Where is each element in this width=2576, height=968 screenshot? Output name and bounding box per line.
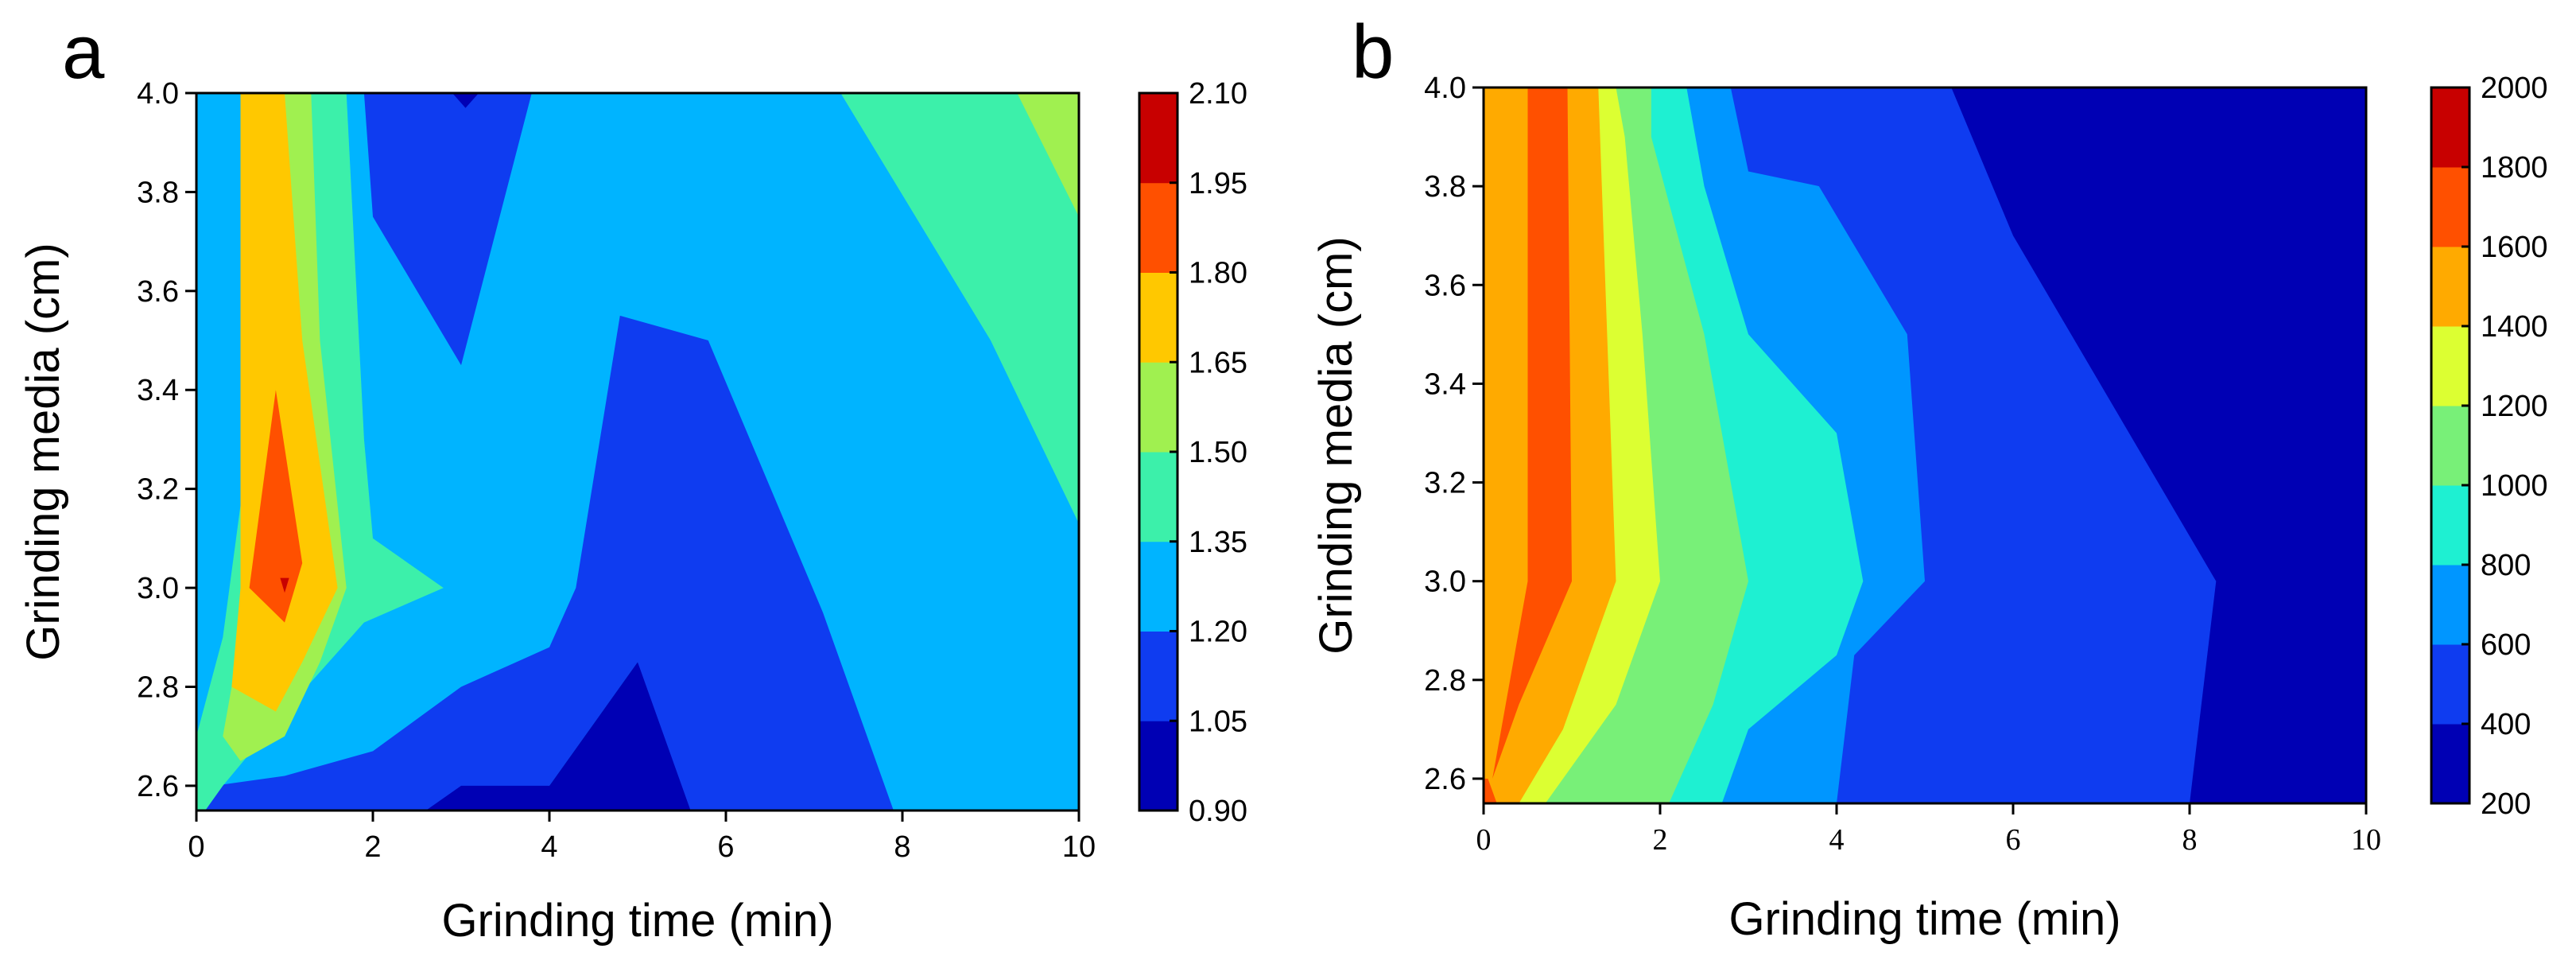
colorbar-swatch (1139, 452, 1177, 542)
colorbar-tick-label: 0.90 (1189, 795, 1247, 828)
colorbar-swatch (1139, 182, 1177, 273)
colorbar-swatch (1139, 721, 1177, 811)
x-tick-label: 10 (1062, 830, 1096, 864)
panel-letter-a: a (62, 10, 105, 95)
plot-area-b (1484, 87, 2366, 803)
colorbar-tick-label: 2.10 (1189, 77, 1247, 111)
x-tick-label: 8 (2182, 823, 2198, 857)
colorbar-swatch (1139, 541, 1177, 632)
colorbar-frame (2430, 86, 2471, 805)
y-axis-label-b: Grinding media (cm) (1310, 236, 1362, 654)
x-tick-label: 2 (364, 830, 381, 864)
x-tick-label: 4 (1829, 823, 1845, 857)
colorbar-tick-label: 2000 (2481, 72, 2548, 105)
y-axis-a: 2.6 2.8 3.0 3.2 3.4 3.6 3.8 4.0 (137, 77, 196, 803)
x-axis-b: 0 2 4 6 8 10 (1476, 803, 2381, 857)
colorbar-tick-label: 400 (2481, 708, 2531, 741)
colorbar-tick-label: 1.80 (1189, 257, 1247, 290)
colorbar-b: 200 400 600 800 1000 1200 1400 1600 1800 2000 (2430, 72, 2548, 821)
contour-region-a-10 (249, 390, 303, 623)
x-tick-label: 4 (541, 830, 557, 864)
x-tick-label: 8 (894, 830, 910, 864)
x-tick-label: 10 (2351, 823, 2381, 857)
colorbar-swatch (2431, 167, 2469, 247)
y-tick-label: 2.6 (137, 770, 179, 803)
y-axis-label-a: Grinding media (cm) (17, 243, 69, 660)
colorbar-tick-label: 200 (2481, 787, 2531, 821)
colorbar-swatch (2431, 485, 2469, 566)
panel-b-contour-chart: b 0 2 4 6 8 10 2.6 2.8 3.0 3.2 3.4 3.6 3.8 4.0 Grind… (1310, 10, 2548, 945)
contour-region-a-5 (840, 93, 1079, 524)
colorbar-tick-label: 1.95 (1189, 167, 1247, 200)
y-tick-label: 3.2 (1424, 467, 1466, 500)
colorbar-tick-label: 1400 (2481, 310, 2548, 344)
colorbar-tick-label: 1200 (2481, 390, 2548, 423)
y-tick-label: 2.8 (137, 671, 179, 704)
y-axis-b: 2.6 2.8 3.0 3.2 3.4 3.6 3.8 4.0 (1424, 72, 1484, 796)
contour-region-a-2 (425, 662, 691, 811)
x-tick-label: 6 (2006, 823, 2021, 857)
colorbar-tick-label: 1.20 (1189, 616, 1247, 649)
x-tick-label: 0 (1476, 823, 1492, 857)
contour-region-a-1 (196, 315, 894, 811)
x-tick-label: 6 (717, 830, 734, 864)
colorbar-tick-label: 1.35 (1189, 526, 1247, 559)
y-tick-label: 3.6 (1424, 269, 1466, 302)
y-tick-label: 3.2 (137, 473, 179, 507)
y-tick-label: 2.6 (1424, 763, 1466, 796)
colorbar-swatch (1139, 93, 1177, 184)
colorbar-swatch (2431, 644, 2469, 725)
colorbar-tick-label: 1.50 (1189, 436, 1247, 469)
plot-area-a (196, 93, 1079, 811)
y-tick-label: 3.8 (1424, 170, 1466, 204)
x-axis-a: 0 2 4 6 8 10 (188, 811, 1096, 864)
contour-region-a-4 (452, 93, 479, 108)
x-tick-label: 0 (188, 830, 204, 864)
y-tick-label: 4.0 (1424, 72, 1466, 105)
x-axis-label-a: Grinding time (min) (441, 895, 833, 947)
x-tick-label: 2 (1653, 823, 1668, 857)
colorbar-tick-label: 1800 (2481, 151, 2548, 185)
colorbar-swatch (2431, 406, 2469, 486)
colorbar-tick-label: 1600 (2481, 231, 2548, 264)
y-tick-label: 2.8 (1424, 664, 1466, 698)
contour-region-a-6 (1017, 93, 1079, 217)
contour-region-b-8 (1484, 779, 1497, 803)
y-tick-label: 4.0 (137, 77, 179, 111)
colorbar-swatch (1139, 631, 1177, 721)
contour-region-b-7 (1492, 87, 1572, 779)
contour-region-a-11 (280, 577, 289, 593)
colorbar-swatch (2431, 247, 2469, 327)
colorbar-swatch (2431, 326, 2469, 406)
y-tick-label: 3.8 (137, 176, 179, 209)
y-tick-label: 3.4 (1424, 367, 1466, 401)
contour-region-a-3 (363, 93, 532, 366)
y-tick-label: 3.0 (137, 572, 179, 605)
colorbar-tick-label: 600 (2481, 628, 2531, 662)
panel-a-contour-chart: a 0 2 4 6 8 10 2.6 2.8 3.0 3.2 3.4 3.6 3.8 4.0 Grind… (17, 10, 1247, 947)
colorbar-a: 0.90 1.05 1.20 1.35 1.50 1.65 1.80 1.95 2.10 (1138, 77, 1247, 828)
panel-letter-b: b (1352, 10, 1394, 95)
colorbar-swatch (2431, 565, 2469, 645)
colorbar-swatch (1139, 272, 1177, 363)
colorbar-tick-label: 1000 (2481, 469, 2548, 503)
colorbar-swatch (2431, 87, 2469, 168)
colorbar-swatch (2431, 724, 2469, 804)
x-axis-label-b: Grinding time (min) (1728, 893, 2120, 945)
plot-frame-b (1482, 86, 2368, 805)
y-tick-label: 3.0 (1424, 566, 1466, 599)
plot-frame-a (195, 91, 1080, 812)
y-tick-label: 3.4 (137, 374, 179, 407)
colorbar-swatch (1139, 362, 1177, 453)
colorbar-tick-label: 800 (2481, 549, 2531, 582)
colorbar-tick-label: 1.05 (1189, 705, 1247, 738)
y-tick-label: 3.6 (137, 275, 179, 309)
colorbar-tick-label: 1.65 (1189, 346, 1247, 379)
